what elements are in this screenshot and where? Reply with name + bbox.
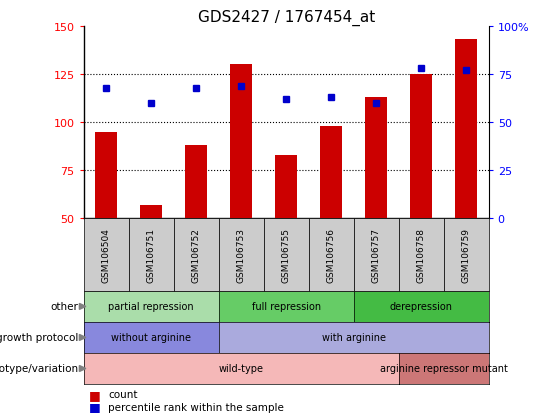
Text: GSM106757: GSM106757 xyxy=(372,228,381,282)
Text: GSM106759: GSM106759 xyxy=(462,228,471,282)
Text: GSM106755: GSM106755 xyxy=(282,228,291,282)
Bar xyxy=(365,98,388,219)
Bar xyxy=(230,65,252,219)
Text: without arginine: without arginine xyxy=(111,332,191,343)
Text: growth protocol: growth protocol xyxy=(0,332,78,343)
Bar xyxy=(140,205,163,219)
Bar xyxy=(275,156,298,219)
Text: full repression: full repression xyxy=(252,301,321,312)
Text: percentile rank within the sample: percentile rank within the sample xyxy=(108,402,284,412)
Text: partial repression: partial repression xyxy=(109,301,194,312)
Bar xyxy=(455,40,477,219)
Text: wild-type: wild-type xyxy=(219,363,264,374)
Bar xyxy=(410,75,433,219)
Bar xyxy=(320,127,342,219)
Text: GSM106751: GSM106751 xyxy=(147,228,156,282)
Text: ■: ■ xyxy=(89,400,101,413)
Text: genotype/variation: genotype/variation xyxy=(0,363,78,374)
Text: with arginine: with arginine xyxy=(322,332,386,343)
Text: count: count xyxy=(108,389,138,399)
Bar xyxy=(185,146,207,219)
Title: GDS2427 / 1767454_at: GDS2427 / 1767454_at xyxy=(198,9,375,26)
Text: other: other xyxy=(50,301,78,312)
Text: derepression: derepression xyxy=(390,301,453,312)
Text: GSM106504: GSM106504 xyxy=(102,228,111,282)
Text: GSM106753: GSM106753 xyxy=(237,228,246,282)
Text: GSM106752: GSM106752 xyxy=(192,228,201,282)
Text: ■: ■ xyxy=(89,388,101,401)
Bar xyxy=(95,133,118,219)
Text: GSM106758: GSM106758 xyxy=(417,228,426,282)
Text: arginine repressor mutant: arginine repressor mutant xyxy=(380,363,508,374)
Text: GSM106756: GSM106756 xyxy=(327,228,336,282)
